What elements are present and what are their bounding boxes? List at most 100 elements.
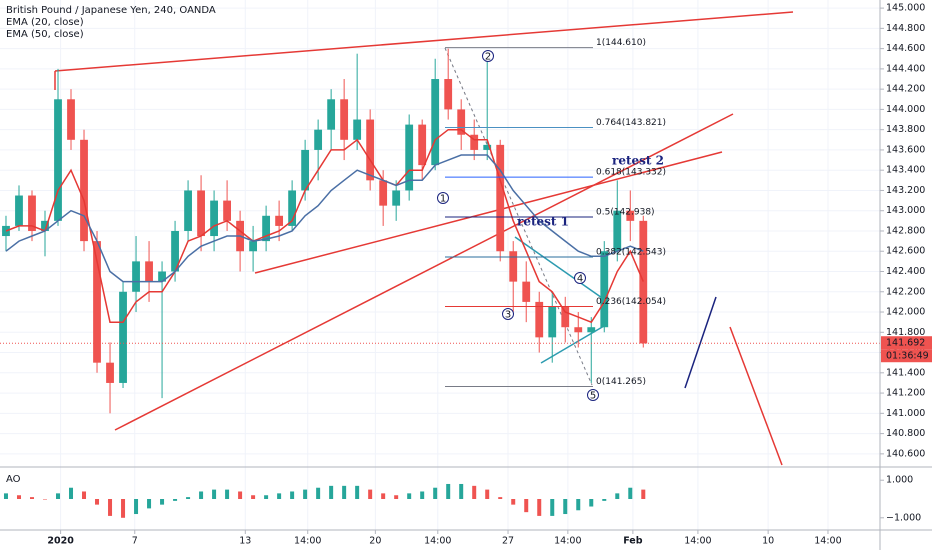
ao-bar (95, 499, 100, 505)
ao-bar (251, 495, 256, 499)
ao-bar (212, 489, 217, 499)
candle-body (379, 180, 388, 206)
fib-label: 0.382(142.543) (596, 248, 666, 258)
candle-body (392, 190, 401, 206)
ao-bar (368, 489, 373, 499)
x-tick-label: 14:00 (294, 536, 321, 547)
ao-bar (147, 499, 152, 509)
wave-label: 4 (577, 274, 583, 285)
ao-bar (511, 499, 516, 505)
candle-body (574, 327, 583, 333)
ao-bar (381, 493, 386, 499)
candle-body (301, 149, 310, 191)
wave-circle (587, 389, 599, 401)
candle-body (548, 306, 557, 338)
ao-bar (134, 499, 139, 515)
candle-body (262, 215, 271, 242)
y-tick-label: 142.800 (886, 225, 925, 236)
ao-bar (108, 499, 113, 516)
y-tick-label: 144.200 (886, 84, 925, 95)
trend-line (54, 11, 794, 72)
wedge-line (514, 236, 606, 301)
ao-bar (524, 499, 529, 513)
countdown-label: 01:36:49 (886, 351, 929, 362)
candle-body (184, 190, 192, 231)
x-tick-label: 14:00 (424, 536, 451, 547)
candle-body (366, 119, 375, 181)
y-tick-label: 143.200 (886, 185, 925, 196)
ao-bar (602, 499, 607, 501)
fib-label: 0.764(143.821) (596, 118, 666, 128)
y-tick-label: 145.000 (886, 3, 925, 14)
y-tick-label: 141.400 (886, 367, 925, 378)
y-tick-label: 140.600 (886, 448, 925, 459)
x-tick-label: 14:00 (684, 536, 711, 547)
candle-body (314, 129, 323, 150)
candle-body (41, 220, 49, 231)
wave-label: 1 (440, 194, 446, 205)
y-tick-label: 143.000 (886, 205, 925, 216)
ao-bar (290, 491, 295, 499)
candle-body (613, 210, 622, 252)
fib-label: 0.618(143.332) (596, 168, 666, 178)
candle-body (483, 144, 492, 150)
ao-bar (485, 489, 490, 499)
legend-entry: EMA (20, close) (6, 17, 84, 28)
countdown-box (881, 349, 932, 363)
y-tick-label: 142.000 (886, 307, 925, 318)
y-tick-label: 143.400 (886, 165, 925, 176)
candle-body (470, 134, 479, 150)
ao-bar (303, 489, 308, 499)
y-tick-label: 144.800 (886, 23, 925, 34)
x-tick-label: 27 (502, 536, 514, 547)
last-price-label: 141.692 (886, 338, 925, 349)
candle-body (275, 215, 284, 226)
y-tick-label: 141.000 (886, 408, 925, 419)
candle-body (223, 200, 231, 221)
candle-body (353, 119, 362, 140)
ao-bar (264, 495, 269, 499)
y-tick-label: 142.200 (886, 286, 925, 297)
overlay: 1(144.610) 0.764(143.821) 0.618(143.332) 0.… (0, 38, 880, 402)
candle-body (132, 261, 140, 292)
x-tick-label: 13 (239, 536, 251, 547)
candle-body (522, 281, 531, 302)
ao-bar (459, 483, 464, 499)
ao-bar (576, 499, 581, 511)
x-tick-label: 14:00 (554, 536, 581, 547)
fib-trend (444, 47, 593, 386)
x-tick-label: Feb (623, 536, 643, 547)
y-tick-label: 142.600 (886, 246, 925, 257)
candle-body (561, 306, 570, 328)
ao-bar (277, 493, 282, 499)
fib-label: 0(141.265) (596, 377, 646, 387)
ao-bar (433, 487, 438, 499)
ao-bar (342, 485, 347, 499)
candle-body (158, 271, 166, 282)
ao-tick-label: −1.000 (886, 512, 921, 523)
candle-body (600, 251, 609, 328)
ao-bar (446, 483, 451, 499)
y-tick-label: 144.600 (886, 43, 925, 54)
ema-line (5, 128, 644, 324)
annotation: retest 2 (612, 154, 664, 168)
ao-bar (628, 487, 633, 499)
wave-circle (482, 50, 494, 62)
candle-body (340, 99, 349, 140)
ao-bar (316, 487, 321, 499)
legend-entry: EMA (50, close) (6, 29, 84, 40)
candle-body (249, 241, 258, 252)
ao-bar (225, 489, 230, 499)
ao-bar (238, 491, 243, 499)
ao-bar (641, 489, 646, 499)
plot (2, 48, 648, 414)
wave-circle (574, 272, 586, 284)
ao-bar (121, 499, 126, 518)
candle-body (431, 79, 440, 166)
candle-body (15, 195, 23, 226)
candle-body (587, 327, 596, 333)
x-tick-label: 20 (369, 536, 381, 547)
ao-bar (537, 499, 542, 516)
last-price-box (881, 336, 932, 350)
candle-body (197, 190, 205, 237)
